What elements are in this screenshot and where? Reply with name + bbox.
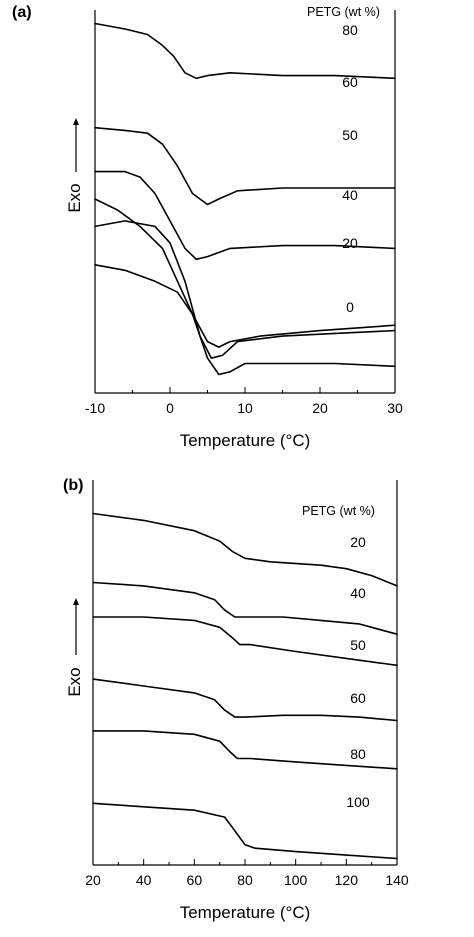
chart-panel-a: -10 0 10 20 30 80 60 50 40 20 0 PETG (wt %) (a) Tempe… <box>12 4 403 450</box>
series-line-0 <box>94 264 396 376</box>
series-line-50 <box>94 198 396 348</box>
series-line-50 <box>92 616 398 667</box>
chart-panel-b: 20 40 60 80 100 120 140 20 40 50 60 80 100 PETG (wt %… <box>63 477 409 922</box>
series-line-40 <box>92 581 398 635</box>
x-tick-label: 100 <box>284 872 308 888</box>
series-label-50: 50 <box>350 637 366 653</box>
x-tick-label: 120 <box>335 872 359 888</box>
series-line-40 <box>94 170 396 261</box>
x-tick-label: 10 <box>237 400 253 416</box>
panel-label: (b) <box>63 477 83 494</box>
series-line-20 <box>92 512 398 587</box>
series-label-20: 20 <box>350 534 366 550</box>
series-line-60 <box>94 126 396 206</box>
series-label-100: 100 <box>346 794 370 810</box>
x-tick-label: 0 <box>166 400 174 416</box>
x-tick-label: 20 <box>85 872 101 888</box>
y-axis-label: Exo <box>65 667 84 696</box>
panel-label: (a) <box>12 4 32 21</box>
series-label-20: 20 <box>342 235 358 251</box>
series-label-80: 80 <box>342 22 358 38</box>
series-label-60: 60 <box>350 690 366 706</box>
series-line-100 <box>92 802 398 860</box>
x-tick-label: 20 <box>312 400 328 416</box>
y-axis-label: Exo <box>65 183 84 212</box>
series-line-20 <box>94 220 396 359</box>
series-label-50: 50 <box>342 127 358 143</box>
series-label-80: 80 <box>350 746 366 762</box>
exo-arrow-head-icon <box>73 598 79 605</box>
x-tick-label: -10 <box>85 400 105 416</box>
x-tick-label: 140 <box>385 872 409 888</box>
x-tick-label: 40 <box>136 872 152 888</box>
exo-arrow-head-icon <box>73 118 79 125</box>
series-line-80 <box>94 22 396 80</box>
x-tick-label: 80 <box>237 872 253 888</box>
series-line-60 <box>92 678 398 722</box>
legend-title: PETG (wt %) <box>302 504 375 518</box>
x-tick-label: 60 <box>187 872 203 888</box>
series-line-80 <box>92 730 398 770</box>
legend-title: PETG (wt %) <box>307 5 380 19</box>
series-label-40: 40 <box>350 585 366 601</box>
series-label-40: 40 <box>342 187 358 203</box>
x-axis-label: Temperature (°C) <box>180 903 311 922</box>
series-label-60: 60 <box>342 74 358 90</box>
x-axis-label: Temperature (°C) <box>180 431 311 450</box>
x-tick-label: 30 <box>387 400 403 416</box>
series-label-0: 0 <box>346 299 354 315</box>
